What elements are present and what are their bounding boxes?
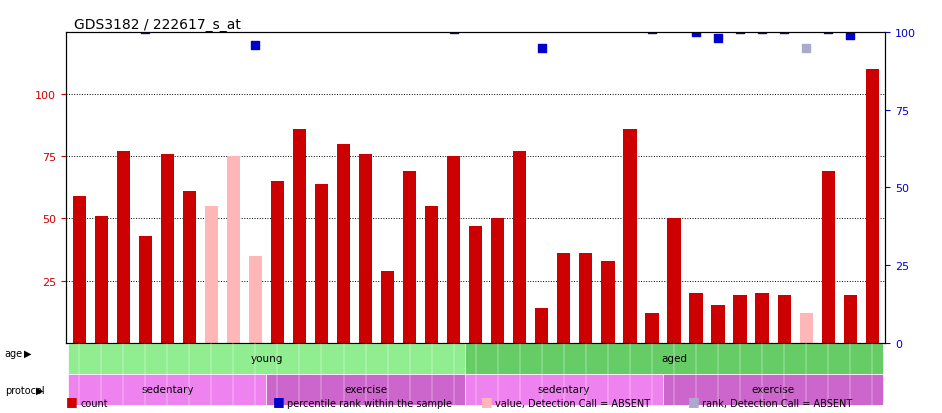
Point bbox=[557, 17, 572, 24]
Bar bbox=[161, 154, 174, 343]
Text: young: young bbox=[251, 353, 283, 363]
Point bbox=[512, 17, 528, 24]
Point bbox=[534, 45, 549, 52]
Text: rank, Detection Call = ABSENT: rank, Detection Call = ABSENT bbox=[702, 398, 853, 408]
Text: protocol: protocol bbox=[5, 385, 44, 395]
Bar bbox=[535, 308, 548, 343]
Bar bbox=[293, 130, 306, 343]
Point bbox=[468, 24, 483, 30]
Point bbox=[799, 45, 814, 52]
Point bbox=[336, 0, 351, 2]
Point bbox=[733, 26, 748, 33]
Point bbox=[447, 26, 462, 33]
Text: value, Detection Call = ABSENT: value, Detection Call = ABSENT bbox=[495, 398, 650, 408]
Point bbox=[710, 36, 725, 43]
Point bbox=[358, 2, 373, 9]
Bar bbox=[183, 192, 196, 343]
Text: percentile rank within the sample: percentile rank within the sample bbox=[287, 398, 452, 408]
Bar bbox=[844, 296, 857, 343]
Bar bbox=[227, 157, 240, 343]
Bar bbox=[469, 226, 482, 343]
Bar bbox=[447, 157, 461, 343]
Bar bbox=[711, 306, 724, 343]
Bar bbox=[513, 152, 527, 343]
Bar bbox=[667, 219, 680, 343]
Point bbox=[248, 42, 263, 49]
FancyBboxPatch shape bbox=[464, 343, 884, 374]
Bar bbox=[94, 216, 107, 343]
Point bbox=[226, 0, 241, 5]
Point bbox=[578, 17, 593, 24]
Point bbox=[380, 8, 395, 14]
Text: age: age bbox=[5, 348, 23, 358]
Text: exercise: exercise bbox=[752, 384, 795, 394]
Bar bbox=[425, 206, 438, 343]
Text: sedentary: sedentary bbox=[141, 384, 193, 394]
Point bbox=[600, 20, 615, 27]
Bar bbox=[734, 296, 747, 343]
Bar bbox=[821, 172, 835, 343]
Point bbox=[182, 5, 197, 12]
Point bbox=[116, 0, 131, 2]
Bar bbox=[73, 197, 86, 343]
Text: ■: ■ bbox=[273, 394, 284, 407]
Bar bbox=[138, 236, 152, 343]
Bar bbox=[315, 184, 328, 343]
Bar bbox=[579, 254, 593, 343]
Text: sedentary: sedentary bbox=[538, 384, 590, 394]
Point bbox=[402, 0, 417, 5]
Point bbox=[689, 30, 704, 36]
Bar bbox=[624, 130, 637, 343]
Bar bbox=[337, 145, 350, 343]
Point bbox=[270, 8, 285, 14]
Bar bbox=[690, 293, 703, 343]
Point bbox=[138, 26, 153, 33]
FancyBboxPatch shape bbox=[267, 374, 464, 405]
Text: count: count bbox=[80, 398, 107, 408]
Bar bbox=[403, 172, 416, 343]
Bar bbox=[117, 152, 130, 343]
Text: aged: aged bbox=[661, 353, 687, 363]
Point bbox=[755, 26, 770, 33]
Point bbox=[424, 14, 439, 21]
Text: ■: ■ bbox=[480, 394, 492, 407]
Point bbox=[72, 8, 87, 14]
Bar bbox=[491, 219, 504, 343]
Point bbox=[644, 26, 659, 33]
Point bbox=[160, 0, 175, 2]
Text: ▶: ▶ bbox=[24, 348, 31, 358]
Bar bbox=[359, 154, 372, 343]
Point bbox=[314, 5, 329, 12]
Bar bbox=[601, 261, 614, 343]
FancyBboxPatch shape bbox=[68, 374, 267, 405]
FancyBboxPatch shape bbox=[663, 374, 884, 405]
Text: exercise: exercise bbox=[344, 384, 387, 394]
Bar bbox=[777, 296, 790, 343]
Bar bbox=[645, 313, 658, 343]
Bar bbox=[558, 254, 571, 343]
Bar bbox=[381, 271, 394, 343]
Text: ■: ■ bbox=[66, 394, 77, 407]
Bar bbox=[249, 256, 262, 343]
Bar bbox=[270, 182, 284, 343]
Point bbox=[776, 26, 791, 33]
Point bbox=[820, 26, 836, 33]
Bar bbox=[755, 293, 769, 343]
Bar bbox=[204, 206, 218, 343]
Text: ■: ■ bbox=[688, 394, 699, 407]
Text: ▶: ▶ bbox=[36, 385, 43, 395]
FancyBboxPatch shape bbox=[464, 374, 663, 405]
Point bbox=[203, 2, 219, 9]
Point bbox=[490, 24, 505, 30]
Point bbox=[666, 8, 681, 14]
Point bbox=[93, 17, 108, 24]
Bar bbox=[800, 313, 813, 343]
FancyBboxPatch shape bbox=[68, 343, 464, 374]
Point bbox=[843, 33, 858, 40]
Text: GDS3182 / 222617_s_at: GDS3182 / 222617_s_at bbox=[74, 18, 241, 32]
Bar bbox=[866, 70, 879, 343]
